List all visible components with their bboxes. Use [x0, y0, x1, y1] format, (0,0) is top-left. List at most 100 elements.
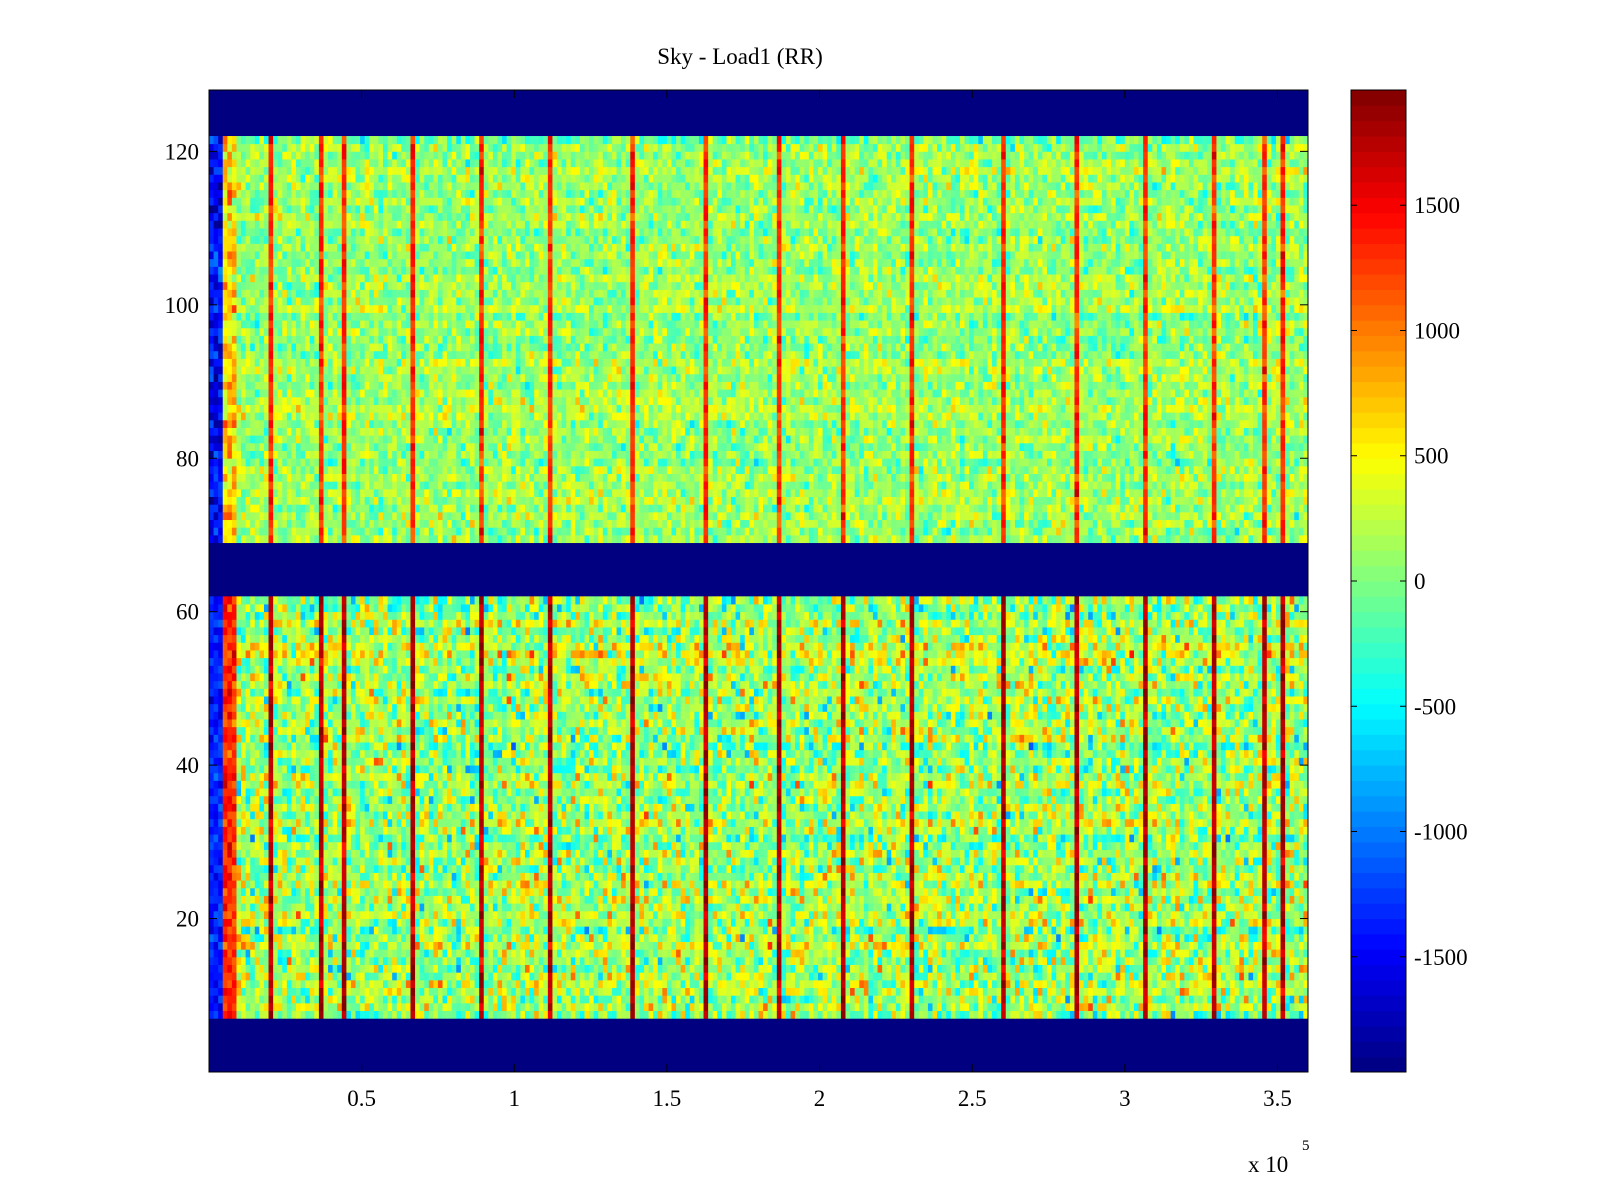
heatmap-cell — [479, 864, 485, 873]
heatmap-cell — [300, 979, 306, 989]
heatmap-cell — [923, 864, 929, 873]
heatmap-cell — [373, 918, 379, 927]
heatmap-cell — [877, 887, 883, 896]
heatmap-cell — [323, 956, 329, 965]
heatmap-cell — [488, 949, 494, 958]
heatmap-cell — [360, 918, 366, 927]
heatmap-cell — [639, 926, 645, 935]
heatmap-cell — [698, 933, 704, 942]
heatmap-cell — [282, 933, 288, 942]
heatmap-cell — [1111, 995, 1117, 1004]
heatmap-cell — [392, 941, 398, 950]
heatmap-cell — [790, 995, 796, 1004]
heatmap-cell — [492, 895, 498, 904]
heatmap-cell — [254, 1010, 260, 1019]
heatmap-cell — [877, 933, 883, 942]
heatmap-cell — [1262, 979, 1268, 989]
heatmap-cell — [552, 918, 558, 927]
heatmap-cell — [341, 864, 347, 873]
heatmap-cell — [964, 1010, 970, 1019]
heatmap-cell — [502, 903, 508, 912]
heatmap-cell — [1115, 864, 1121, 873]
heatmap-cell — [698, 872, 704, 881]
heatmap-cell — [419, 872, 425, 881]
heatmap-cell — [946, 979, 952, 989]
heatmap-cell — [1069, 926, 1075, 935]
heatmap-cell — [296, 956, 301, 965]
heatmap-cell — [1028, 895, 1034, 904]
heatmap-cell — [584, 964, 590, 973]
heatmap-cell — [378, 941, 384, 950]
heatmap-cell — [241, 941, 247, 950]
heatmap-cell — [630, 910, 636, 919]
heatmap-cell — [1289, 872, 1295, 881]
heatmap-cell — [309, 880, 315, 889]
heatmap-cell — [1289, 987, 1295, 996]
heatmap-cell — [959, 987, 965, 996]
heatmap-cell — [886, 895, 892, 904]
heatmap-cell — [1248, 964, 1254, 973]
heatmap-cell — [717, 964, 723, 973]
heatmap-cell — [872, 857, 878, 866]
heatmap-cell — [992, 1010, 998, 1019]
heatmap-cell — [1106, 987, 1112, 996]
heatmap-cell — [502, 995, 508, 1004]
heatmap-cell — [1133, 864, 1139, 873]
heatmap-cell — [950, 972, 956, 981]
heatmap-cell — [341, 857, 347, 866]
heatmap-cell — [598, 979, 604, 989]
heatmap-cell — [332, 987, 338, 996]
heatmap-cell — [895, 872, 901, 881]
heatmap-cell — [937, 987, 943, 996]
heatmap-cell — [305, 979, 311, 989]
heatmap-cell — [813, 1002, 819, 1012]
heatmap-cell — [1033, 979, 1039, 989]
heatmap-cell — [350, 987, 356, 996]
heatmap-cell — [905, 887, 911, 896]
heatmap-cell — [1198, 956, 1204, 965]
heatmap-cell — [218, 872, 224, 881]
heatmap-cell — [401, 910, 407, 919]
heatmap-cell — [1129, 1010, 1135, 1019]
heatmap-cell — [218, 918, 224, 927]
heatmap-cell — [474, 987, 480, 996]
heatmap-cell — [1175, 910, 1181, 919]
heatmap-cell — [959, 941, 965, 950]
heatmap-cell — [923, 903, 929, 912]
heatmap-cell — [474, 964, 480, 973]
heatmap-cell — [346, 972, 352, 981]
heatmap-cell — [1019, 1010, 1025, 1019]
heatmap-cell — [401, 864, 407, 873]
heatmap-cell — [772, 949, 778, 958]
heatmap-cell — [744, 918, 750, 927]
heatmap-cell — [992, 895, 998, 904]
heatmap-cell — [1042, 933, 1048, 942]
heatmap-cell — [1221, 864, 1226, 873]
heatmap-cell — [593, 857, 599, 866]
heatmap-cell — [703, 964, 709, 973]
heatmap-cell — [1198, 987, 1204, 996]
heatmap-cell — [680, 949, 686, 958]
heatmap-cell — [593, 926, 599, 935]
heatmap-cell — [218, 941, 224, 950]
heatmap-cell — [863, 1010, 869, 1019]
heatmap-cell — [392, 872, 398, 881]
heatmap-cell — [415, 1010, 421, 1019]
heatmap-cell — [689, 918, 695, 927]
heatmap-cell — [1120, 1010, 1126, 1019]
heatmap-cell — [1065, 979, 1071, 989]
heatmap-cell — [790, 987, 796, 996]
heatmap-cell — [305, 1010, 311, 1019]
heatmap-cell — [648, 956, 654, 965]
heatmap-cell — [1069, 1010, 1075, 1019]
heatmap-cell — [1266, 918, 1272, 927]
heatmap-cell — [854, 857, 860, 866]
heatmap-cell — [959, 864, 965, 873]
heatmap-cell — [1216, 979, 1222, 989]
heatmap-cell — [241, 956, 247, 965]
heatmap-cell — [1248, 987, 1254, 996]
heatmap-cell — [717, 949, 723, 958]
heatmap-cell — [909, 864, 915, 873]
heatmap-cell — [570, 979, 576, 989]
heatmap-cell — [767, 933, 773, 942]
